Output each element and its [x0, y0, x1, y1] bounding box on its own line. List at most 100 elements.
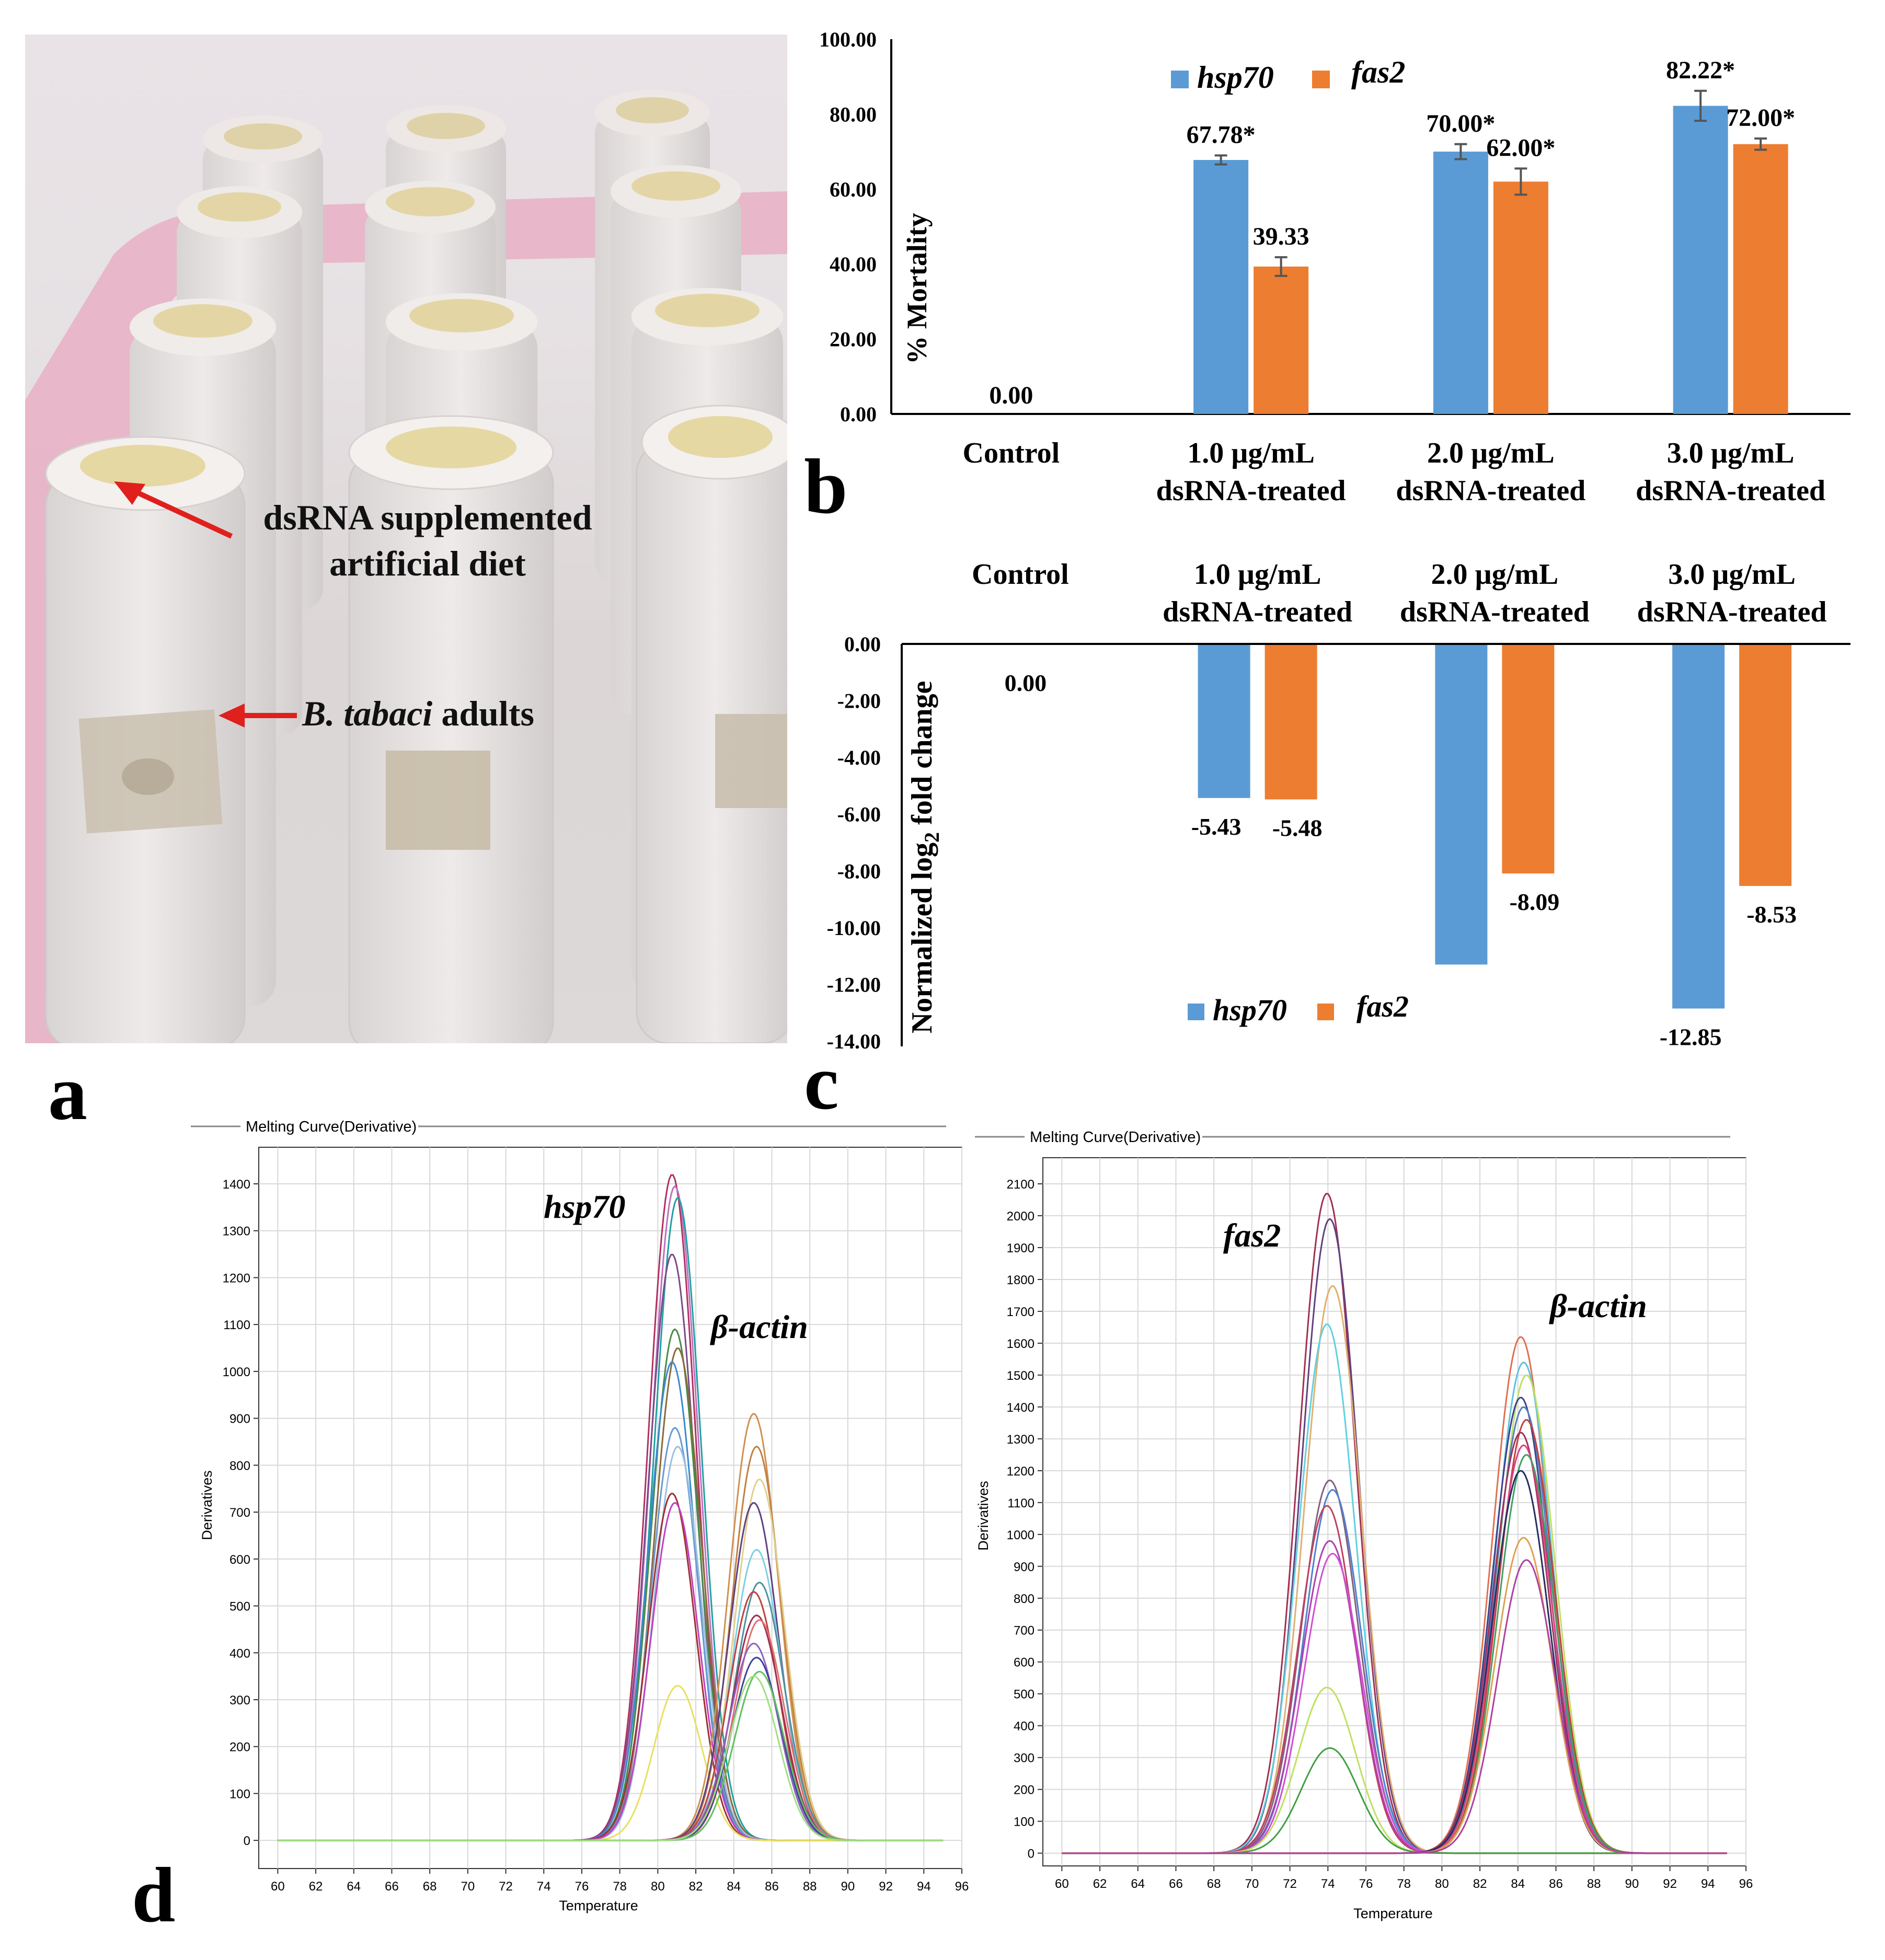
melting-axes: 60 62 64 66 68 70 72 74 76 78 80 82 84 86 88 90 92 94 96 0 1…	[975, 1136, 1753, 1891]
melting-x-tick: 90	[1625, 1877, 1639, 1891]
panel-label-d: d	[132, 1852, 176, 1939]
mortality-y-tick: 80.00	[830, 102, 877, 126]
mortality-bar-fas2	[1254, 267, 1309, 414]
melting-x-tick: 64	[1131, 1877, 1145, 1891]
melting-y-label: Derivatives	[199, 1470, 215, 1540]
melting-y-tick: 1000	[223, 1365, 250, 1379]
fold-change-x-tick: 1.0 µg/mL	[1194, 558, 1321, 591]
fold-change-bar-hsp70	[1198, 645, 1250, 798]
melting-y-tick: 300	[1014, 1751, 1035, 1766]
fold-change-bar-hsp70	[1672, 645, 1725, 1009]
mortality-bar-fas2	[1733, 144, 1788, 414]
mortality-x-tick: dsRNA-treated	[1156, 475, 1346, 507]
fold-change-x-tick: Control	[972, 558, 1069, 591]
melting-y-tick: 700	[229, 1506, 250, 1520]
fold-change-y-tick: -14.00	[827, 1030, 881, 1053]
fold-change-y-tick: -12.00	[827, 973, 881, 996]
melting-y-tick: 1400	[223, 1178, 250, 1192]
fold-change-data-label: -8.53	[1746, 901, 1797, 928]
melting-x-tick: 62	[309, 1880, 323, 1894]
melting-x-tick: 86	[765, 1880, 779, 1894]
melting-x-tick: 88	[1587, 1877, 1601, 1891]
melting-curve-peak2	[278, 1445, 943, 1841]
fold-change-x-tick: 3.0 µg/mL	[1668, 558, 1796, 591]
melting-curve-peak2	[278, 1502, 943, 1841]
legend-fas2-swatch	[1317, 1004, 1334, 1020]
melting-x-tick: 88	[803, 1880, 817, 1894]
melting-y-tick: 1400	[1007, 1401, 1035, 1415]
mortality-bar-hsp70	[1193, 160, 1249, 414]
melting-y-tick: 300	[229, 1693, 250, 1708]
melting-curve-peak1	[278, 1426, 943, 1841]
mortality-data-label: 39.33	[1253, 223, 1309, 250]
melting-curve-peak2	[1062, 1374, 1727, 1854]
fold-change-x-tick: dsRNA-treated	[1637, 596, 1827, 628]
fold-change-x-tick: dsRNA-treated	[1163, 596, 1352, 628]
fold-change-data-label: -8.09	[1509, 889, 1559, 915]
melting-y-tick: 500	[1014, 1688, 1035, 1702]
melting-curve-peak1	[278, 1502, 943, 1841]
melting-x-label: Temperature	[1353, 1906, 1433, 1921]
fold-change-bar-fas2	[1265, 645, 1317, 800]
melting-x-tick: 84	[1511, 1877, 1525, 1891]
melting-curve-peak2	[278, 1675, 943, 1841]
annotation-arrows	[114, 481, 297, 728]
vials-illustration	[25, 89, 787, 1043]
melting-curve-peak1	[278, 1347, 943, 1841]
melting-y-tick: 2000	[1007, 1209, 1035, 1224]
melting-y-tick: 600	[229, 1553, 250, 1567]
melting-x-tick: 60	[1055, 1877, 1069, 1891]
mortality-x-tick: 3.0 µg/mL	[1667, 437, 1795, 469]
melting-curve-peak2	[278, 1656, 943, 1841]
legend-fas2-label: fas2	[1351, 55, 1405, 89]
mortality-x-tick: 1.0 µg/mL	[1187, 437, 1315, 469]
peak-label-fas2: fas2	[1223, 1217, 1281, 1254]
melting-y-tick: 900	[229, 1412, 250, 1426]
peak-label-beta-actin: β-actin	[710, 1308, 808, 1345]
fold-change-data-label: -5.43	[1191, 813, 1242, 840]
melting-curve-peak2	[1062, 1454, 1727, 1854]
melting-y-tick: 200	[229, 1740, 250, 1755]
melting-curve-fas2-chart: Melting Curve(Derivative) 60 62 64 66 68 70 72…	[975, 1129, 1753, 1921]
melting-curve-peak1	[278, 1446, 943, 1841]
melting-plot-frame	[258, 1147, 962, 1869]
melting-x-tick: 96	[1739, 1877, 1753, 1891]
mortality-chart: 0.00 20.00 40.00 60.00 80.00 100.00 Control 1.0…	[819, 28, 1850, 507]
melting-y-tick: 1100	[223, 1318, 250, 1332]
melting-x-tick: 90	[841, 1880, 855, 1894]
legend-fas2-label: fas2	[1357, 989, 1409, 1023]
melting-x-tick: 66	[1169, 1877, 1183, 1891]
mortality-x-tick: dsRNA-treated	[1636, 475, 1825, 507]
mortality-data-labels: 0.00 67.78* 39.33 70.00*62.00* 82.22* 72.00*	[989, 56, 1795, 409]
melting-curve-peak2	[278, 1413, 943, 1841]
melting-axes: 60 62 64 66 68 70 72 74 76 78 80 82 84 86 88 90 92 94 96 0 1…	[191, 1125, 969, 1894]
melting-x-tick: 60	[271, 1880, 285, 1894]
melting-title: Melting Curve(Derivative)	[1030, 1129, 1201, 1146]
melting-curve-peak2	[278, 1479, 943, 1841]
melting-y-tick: 400	[1014, 1720, 1035, 1734]
melting-curve-peak2	[1062, 1444, 1727, 1854]
melting-curve-peak2	[278, 1614, 943, 1841]
fold-change-y-tick: 0.00	[844, 632, 881, 656]
melting-y-tick: 1500	[1007, 1369, 1035, 1383]
melting-y-tick: 700	[1014, 1624, 1035, 1638]
mortality-data-label: 82.22*	[1666, 56, 1735, 84]
mortality-data-label: 70.00*	[1426, 110, 1495, 137]
melting-x-tick: 62	[1093, 1877, 1107, 1891]
melting-y-tick: 600	[1014, 1656, 1035, 1670]
melting-y-tick: 1100	[1007, 1496, 1035, 1511]
mortality-axes: 0.00 20.00 40.00 60.00 80.00 100.00 Control 1.0…	[819, 28, 1850, 507]
melting-curve-peak1	[278, 1328, 943, 1841]
melting-y-tick: 100	[1014, 1815, 1035, 1829]
melting-curve-peak2	[278, 1591, 943, 1841]
legend-hsp70-label: hsp70	[1213, 993, 1287, 1027]
melting-x-tick: 72	[1283, 1877, 1297, 1891]
fold-change-bar-fas2	[1739, 645, 1792, 886]
vial-foreground	[45, 405, 787, 1043]
diet-annotation-line1: dsRNA supplemented	[263, 498, 592, 537]
fold-change-bar-fas2	[1502, 645, 1555, 874]
adults-annotation: B. tabaci adults	[302, 693, 534, 734]
fold-change-y-tick: -2.00	[837, 689, 881, 713]
melting-x-tick: 78	[613, 1880, 627, 1894]
fold-change-bar-hsp70	[1435, 645, 1488, 965]
